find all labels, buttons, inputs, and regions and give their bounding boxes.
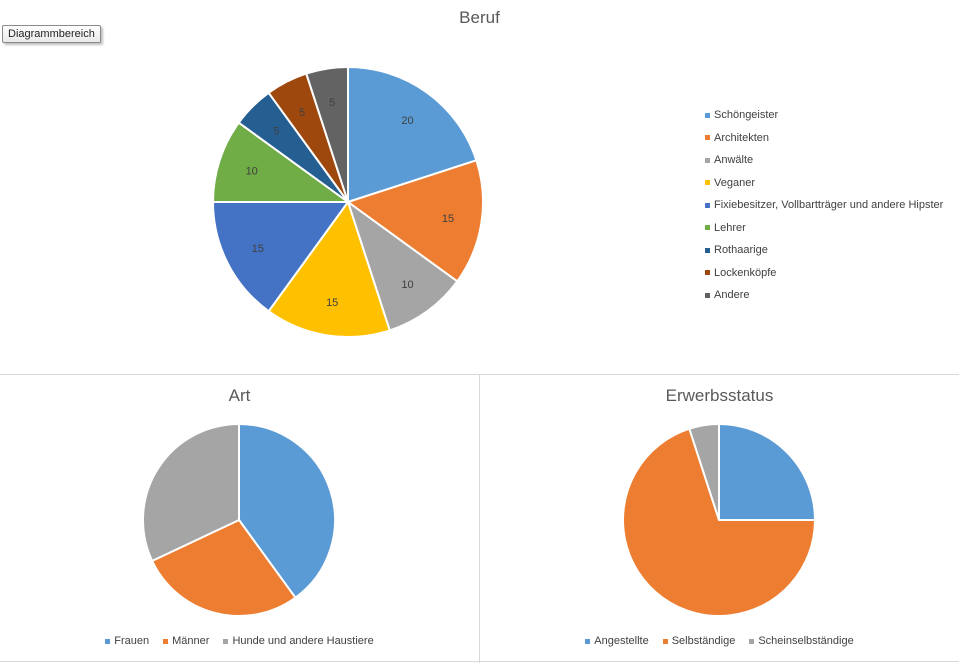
legend-label: Frauen [114,635,150,647]
legend-label: Scheinselbständige [758,635,854,647]
data-label-schongeister: 20 [401,115,413,127]
legend-item-fixiebesitzer-vollbarttrager-und-andere-hipster[interactable]: Fixiebesitzer, Vollbartträger und andere… [705,194,943,217]
legend-swatch [662,638,668,644]
pie-slice-angestellte[interactable] [718,422,817,521]
pie-slice-frauen[interactable] [238,422,336,600]
data-label-veganer: 15 [326,297,338,309]
chart-title-beruf: Beruf [459,8,500,27]
legend-erwerbsstatus: Angestellte Selbständige Scheinselbständig… [480,635,959,647]
legend-swatch [705,292,710,298]
pie-slice-hunde-und-andere-haustiere[interactable] [142,422,240,563]
data-label-lehrer: 10 [246,166,258,178]
legend-swatch [749,638,755,644]
chart-area-tooltip: Diagrammbereich [2,25,101,43]
data-label-andere: 5 [329,97,335,109]
legend-label: Rothaarige [714,244,768,257]
pie-chart-art[interactable] [0,375,479,635]
legend-label: Anwälte [714,154,754,167]
chart-title-erwerbsstatus: Erwerbsstatus [665,386,774,405]
legend-swatch [705,247,710,253]
legend-item-rothaarige[interactable]: Rothaarige [705,239,943,262]
legend-item-manner[interactable]: Männer [163,635,209,647]
legend-item-schongeister[interactable]: Schöngeister [705,104,943,127]
legend-swatch [705,225,710,231]
data-label-lockenkopfe: 5 [299,107,305,119]
divider-vertical [479,375,480,663]
legend-swatch [705,135,710,141]
legend-label: Lockenköpfe [714,266,777,279]
legend-item-hunde-und-andere-haustiere[interactable]: Hunde und andere Haustiere [223,635,374,647]
legend-swatch [105,638,111,644]
data-label-architekten: 15 [442,213,454,225]
pie-slice-fixiebesitzer-vollbarttrager-und-andere-hipster[interactable] [211,201,350,313]
legend-item-andere[interactable]: Andere [705,284,943,307]
legend-item-angestellte[interactable]: Angestellte [585,635,649,647]
legend-swatch [705,157,710,163]
legend-label: Hunde und andere Haustiere [232,635,374,647]
legend-swatch [705,180,710,186]
legend-label: Lehrer [714,221,746,234]
legend-item-frauen[interactable]: Frauen [105,635,149,647]
pie-slice-schongeister[interactable] [347,65,478,204]
legend-art: Frauen Männer Hunde und andere Haustiere [0,635,479,647]
legend-swatch [705,270,710,276]
legend-label: Andere [714,289,750,302]
pie-slice-veganer[interactable] [267,199,391,338]
legend-item-selbstandige[interactable]: Selbständige [662,635,736,647]
legend-swatch [163,638,169,644]
legend-label: Männer [172,635,210,647]
divider-bottom [0,661,959,662]
pie-slice-selbstandige[interactable] [622,427,817,617]
chart-area-erwerbsstatus[interactable]: Erwerbsstatus Angestellte Selbständige Sch… [480,375,959,663]
pie-slice-lehrer[interactable] [211,121,352,203]
pie-slice-scheinselbstandige[interactable] [688,422,720,521]
legend-swatch [705,202,710,208]
legend-label: Veganer [714,176,755,189]
legend-label: Fixiebesitzer, Vollbartträger und andere… [714,199,944,212]
pie-slice-architekten[interactable] [345,159,484,283]
chart-area-beruf[interactable]: Beruf Diagrammbereich 20 15 10 15 15 10 5 5 5 Sc… [0,0,959,374]
legend-item-anwalte[interactable]: Anwälte [705,149,943,172]
chart-area-art[interactable]: Art Frauen Männer Hunde und andere Haustie… [0,375,479,663]
legend-label: Schöngeister [714,109,779,122]
legend-item-veganer[interactable]: Veganer [705,172,943,195]
legend-item-architekten[interactable]: Architekten [705,127,943,150]
legend-swatch [223,638,229,644]
legend-item-lockenkopfe[interactable]: Lockenköpfe [705,262,943,285]
data-label-fixiebesitzer-vollbarttrager-und-andere-hipster: 15 [252,243,264,255]
legend-label: Architekten [714,131,770,144]
legend-swatch [585,638,591,644]
data-label-anwalte: 10 [401,279,413,291]
legend-item-lehrer[interactable]: Lehrer [705,217,943,240]
pie-chart-beruf[interactable]: 20 15 10 15 15 10 5 5 5 [0,0,700,374]
legend-swatch [705,112,710,118]
data-label-rothaarige: 5 [273,125,279,137]
pie-chart-erwerbsstatus[interactable] [480,375,959,635]
chart-title-art: Art [228,386,251,405]
divider-horizontal [0,374,959,375]
pie-slice-manner[interactable] [150,518,297,617]
legend-label: Selbständige [671,635,736,647]
legend-item-scheinselbstandige[interactable]: Scheinselbständige [749,635,854,647]
pie-slice-andere[interactable] [305,65,349,203]
legend-label: Angestellte [594,635,649,647]
pie-slice-anwalte[interactable] [346,199,459,332]
legend-beruf: Schöngeister Architekten Anwälte Veganer Fix… [705,104,943,307]
